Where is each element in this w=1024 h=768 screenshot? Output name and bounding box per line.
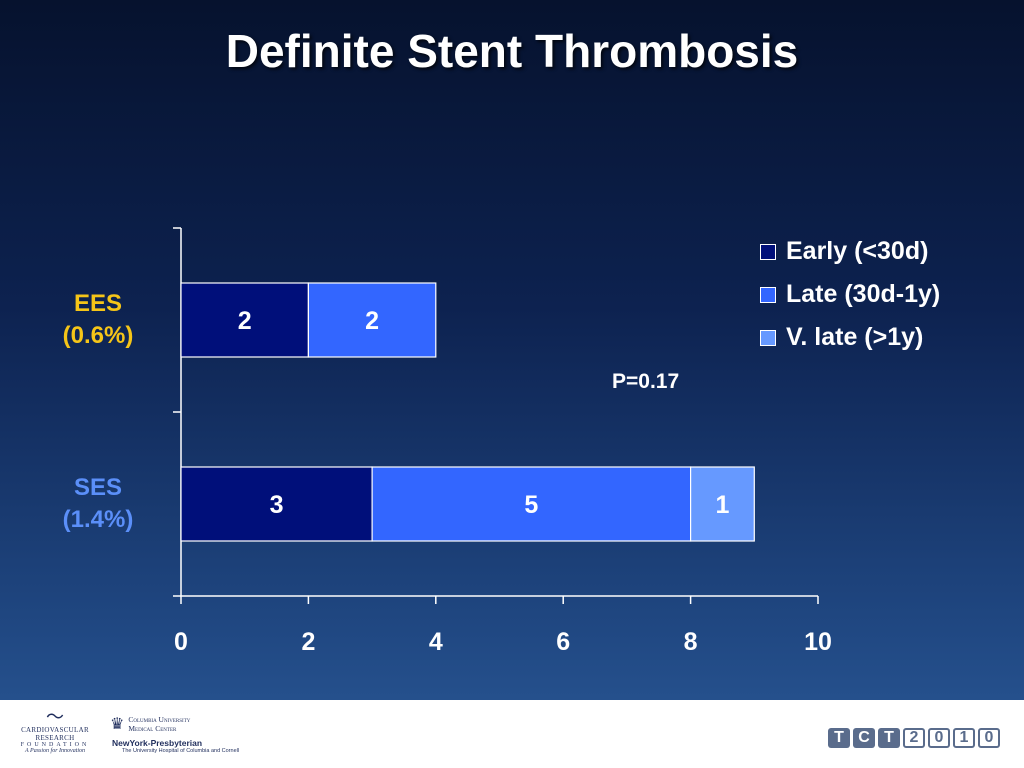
cu-line1: Columbia University bbox=[128, 715, 191, 724]
x-tick-label: 8 bbox=[684, 628, 698, 656]
tct-logo-letter: 1 bbox=[953, 728, 975, 748]
bar-data-label: 1 bbox=[715, 491, 729, 519]
tct-logo-letter: C bbox=[853, 728, 875, 748]
x-tick-label: 10 bbox=[804, 628, 832, 656]
nyp-subtitle: The University Hospital of Columbia and … bbox=[122, 748, 240, 754]
category-label-line: (0.6%) bbox=[62, 322, 134, 349]
crf-foundation: FOUNDATION bbox=[20, 742, 90, 748]
bar-data-label: 2 bbox=[238, 307, 252, 335]
chart-legend: Early (<30d) Late (30d-1y) V. late (>1y) bbox=[760, 230, 940, 359]
bar-segment bbox=[689, 466, 755, 542]
crf-swoosh-icon: 〜 bbox=[46, 707, 64, 727]
bar-segment bbox=[307, 282, 437, 358]
stacked-bar-chart: 0 2 4 6 8 10 2 2 3 5 1 bbox=[174, 282, 832, 656]
legend-label-very-late: V. late (>1y) bbox=[786, 323, 924, 351]
bar-data-label: 2 bbox=[365, 307, 379, 335]
category-label: EES (0.6%) bbox=[38, 288, 158, 352]
legend-label-late: Late (30d-1y) bbox=[786, 280, 941, 308]
x-tick-label: 6 bbox=[556, 628, 570, 656]
tct-logo-letter: 0 bbox=[928, 728, 950, 748]
footer-logo-bar: 〜 CARDIOVASCULAR RESEARCH FOUNDATION A P… bbox=[0, 700, 1024, 768]
bar-segment bbox=[180, 466, 373, 542]
x-tick-label: 2 bbox=[301, 628, 315, 656]
slide-title: Definite Stent Thrombosis bbox=[225, 25, 799, 77]
crf-logo: 〜 CARDIOVASCULAR RESEARCH FOUNDATION A P… bbox=[10, 708, 100, 754]
tct-logo-letter: T bbox=[878, 728, 900, 748]
columbia-nyp-logo: ♛ Columbia University Medical Center New… bbox=[110, 714, 239, 754]
tct-logo-letter: 0 bbox=[978, 728, 1000, 748]
x-tick-label: 0 bbox=[174, 628, 188, 656]
nyp-name: NewYork-Presbyterian bbox=[112, 738, 203, 748]
category-label-line: EES bbox=[73, 290, 123, 317]
legend-item-late: Late (30d-1y) bbox=[760, 273, 940, 316]
x-tick-label: 4 bbox=[429, 628, 443, 656]
category-label-line: SES bbox=[73, 474, 123, 501]
crf-tagline: A Passion for Innovation bbox=[24, 748, 86, 754]
legend-swatch-early bbox=[760, 243, 776, 260]
category-label: SES (1.4%) bbox=[38, 472, 158, 536]
cu-line2: Medical Center bbox=[128, 724, 177, 733]
crf-name: CARDIOVASCULAR RESEARCH bbox=[21, 726, 89, 742]
bar-data-label: 3 bbox=[270, 491, 284, 519]
tct-logo-letter: 2 bbox=[903, 728, 925, 748]
legend-label-early: Early (<30d) bbox=[786, 237, 929, 265]
legend-swatch-very-late bbox=[760, 329, 776, 346]
bar-data-label: 5 bbox=[524, 491, 538, 519]
category-label-line: (1.4%) bbox=[62, 506, 134, 533]
legend-item-very-late: V. late (>1y) bbox=[760, 316, 940, 359]
p-value-annotation: P=0.17 bbox=[612, 370, 680, 393]
tct-logo-letter: T bbox=[828, 728, 850, 748]
crown-icon: ♛ bbox=[110, 716, 125, 733]
legend-item-early: Early (<30d) bbox=[760, 230, 940, 273]
legend-swatch-late bbox=[760, 286, 776, 303]
